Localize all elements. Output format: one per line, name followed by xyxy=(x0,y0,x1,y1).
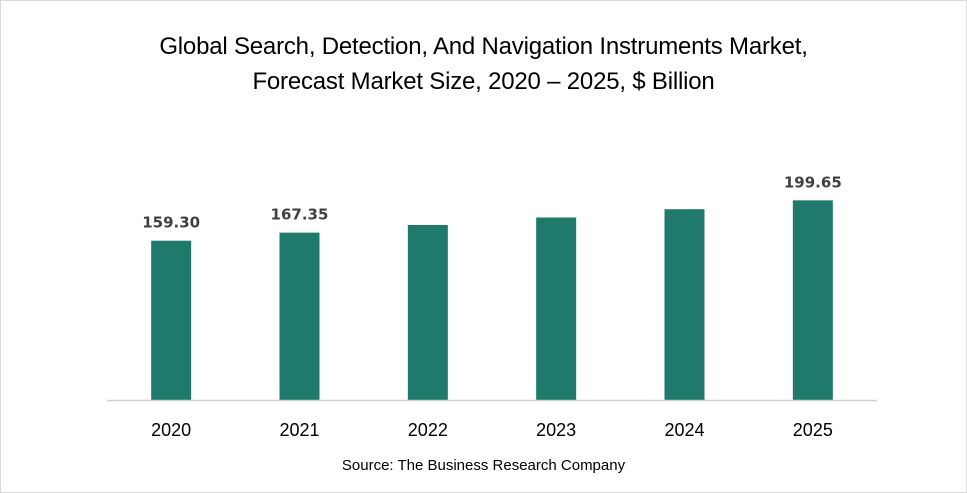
bar-2021 xyxy=(279,232,320,400)
x-tick-2022: 2022 xyxy=(408,420,448,440)
bar-2024 xyxy=(664,209,705,400)
x-tick-2025: 2025 xyxy=(793,420,833,440)
chart-title-line-1: Global Search, Detection, And Navigation… xyxy=(159,33,808,60)
chart-title-line-2: Forecast Market Size, 2020 – 2025, $ Bil… xyxy=(252,68,715,95)
source-note: Source: The Business Research Company xyxy=(341,457,626,474)
data-label-2021: 167.35 xyxy=(271,206,329,224)
data-label-2025: 199.65 xyxy=(784,173,842,191)
bars-group xyxy=(151,200,833,400)
data-labels-group: 159.30 167.35 199.65 xyxy=(142,173,842,231)
data-label-2020: 159.30 xyxy=(142,214,200,232)
x-tick-2021: 2021 xyxy=(279,420,319,440)
x-tick-labels-group: 2020 2021 2022 2023 2024 2025 xyxy=(151,420,833,440)
bar-2023 xyxy=(536,217,577,400)
chart-title: Global Search, Detection, And Navigation… xyxy=(0,29,967,99)
x-tick-2023: 2023 xyxy=(536,420,576,440)
x-tick-2024: 2024 xyxy=(664,420,704,440)
bar-2022 xyxy=(407,225,448,400)
x-tick-2020: 2020 xyxy=(151,420,191,440)
bar-2025 xyxy=(792,200,833,400)
bar-2020 xyxy=(151,240,192,400)
